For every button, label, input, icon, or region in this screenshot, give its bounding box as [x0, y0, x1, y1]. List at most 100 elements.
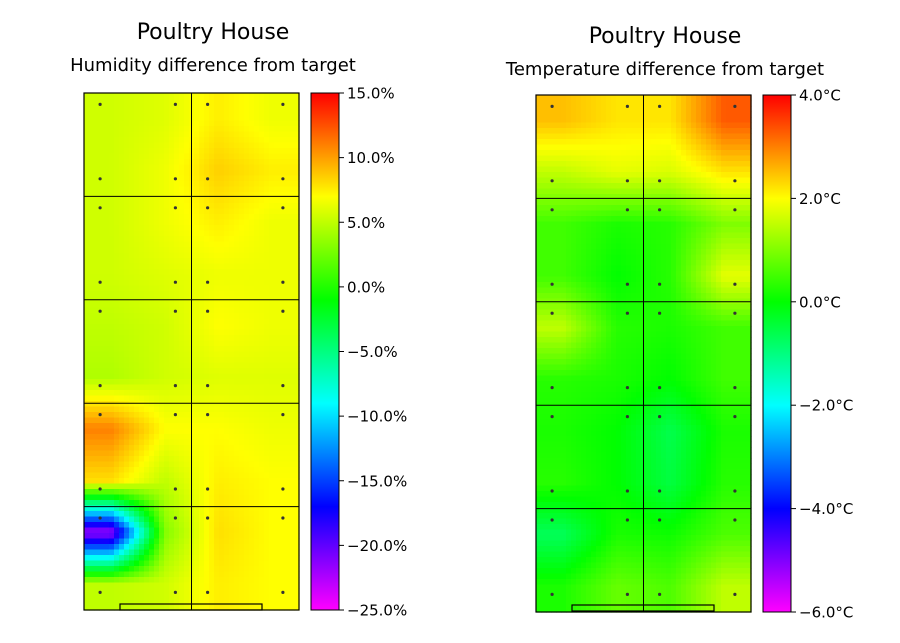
- humidity-heat-cell: [159, 153, 165, 160]
- humidity-heat-cell: [199, 285, 205, 292]
- humidity-heat-cell: [224, 555, 230, 562]
- humidity-heat-cell: [289, 324, 295, 331]
- humidity-heat-cell: [209, 280, 215, 287]
- humidity-heat-cell: [219, 126, 225, 133]
- humidity-heat-cell: [159, 137, 165, 144]
- temperature-heat-cell: [686, 133, 692, 140]
- humidity-heat-cell: [184, 406, 190, 413]
- temperature-heat-cell: [631, 111, 637, 118]
- humidity-heat-cell: [169, 219, 175, 226]
- temperature-heat-cell: [721, 172, 727, 179]
- temperature-heat-cell: [601, 133, 607, 140]
- humidity-heat-cell: [219, 307, 225, 314]
- humidity-heat-cell: [284, 423, 290, 430]
- humidity-heat-cell: [159, 241, 165, 248]
- temperature-heat-cell: [601, 111, 607, 118]
- humidity-heat-cell: [239, 472, 245, 479]
- humidity-heat-cell: [199, 164, 205, 171]
- temperature-heat-cell: [606, 161, 612, 168]
- humidity-heat-cell: [289, 593, 295, 600]
- humidity-heat-cell: [94, 274, 100, 281]
- temperature-heat-cell: [541, 172, 547, 179]
- humidity-heat-cell: [109, 230, 115, 237]
- humidity-heat-cell: [144, 214, 150, 221]
- humidity-heat-cell: [139, 258, 145, 265]
- temperature-heat-cell: [581, 122, 587, 129]
- humidity-heat-cell: [94, 434, 100, 441]
- temperature-heat-cell: [606, 150, 612, 157]
- humidity-heat-cell: [119, 351, 125, 358]
- humidity-heat-cell: [284, 335, 290, 342]
- humidity-heat-cell: [124, 500, 130, 507]
- humidity-heat-cell: [244, 208, 250, 215]
- humidity-heat-cell: [154, 472, 160, 479]
- humidity-heat-cell: [139, 373, 145, 380]
- humidity-heat-cell: [174, 373, 180, 380]
- humidity-heat-cell: [99, 560, 105, 567]
- temperature-heat-cell: [546, 183, 552, 190]
- humidity-sensor-point: [98, 487, 102, 491]
- humidity-heat-cell: [154, 263, 160, 270]
- humidity-heat-cell: [169, 159, 175, 166]
- humidity-heat-cell: [224, 98, 230, 105]
- temperature-heat-cell: [621, 194, 627, 201]
- humidity-heat-cell: [214, 208, 220, 215]
- temperature-heat-cell: [676, 100, 682, 107]
- humidity-heat-cell: [99, 126, 105, 133]
- humidity-heat-cell: [149, 566, 155, 573]
- temperature-heat-cell: [556, 128, 562, 135]
- temperature-heat-cell: [696, 133, 702, 140]
- temperature-heat-cell: [726, 139, 732, 146]
- temperature-heat-cell: [721, 166, 727, 173]
- humidity-heat-cell: [124, 269, 130, 276]
- humidity-heat-cell: [139, 159, 145, 166]
- humidity-heat-cell: [164, 555, 170, 562]
- humidity-heat-cell: [99, 104, 105, 111]
- humidity-heat-cell: [134, 258, 140, 265]
- humidity-heat-cell: [94, 335, 100, 342]
- humidity-heat-cell: [244, 192, 250, 199]
- humidity-heat-cell: [229, 566, 235, 573]
- humidity-heat-cell: [289, 274, 295, 281]
- temperature-heat-cell: [596, 144, 602, 151]
- humidity-heat-cell: [84, 390, 90, 397]
- humidity-heat-cell: [109, 549, 115, 556]
- temperature-heat-cell: [651, 95, 657, 102]
- humidity-heat-cell: [289, 335, 295, 342]
- temperature-heat-cell: [746, 133, 752, 140]
- humidity-heat-cell: [289, 241, 295, 248]
- humidity-heat-cell: [144, 208, 150, 215]
- temperature-heat-cell: [611, 199, 617, 206]
- humidity-heat-cell: [89, 175, 95, 182]
- humidity-heat-cell: [104, 478, 110, 485]
- humidity-heat-cell: [264, 109, 270, 116]
- humidity-heat-cell: [119, 390, 125, 397]
- temperature-heat-cell: [611, 95, 617, 102]
- humidity-heat-cell: [99, 483, 105, 490]
- humidity-heat-cell: [264, 423, 270, 430]
- humidity-heat-cell: [194, 93, 200, 100]
- humidity-heat-cell: [99, 186, 105, 193]
- humidity-heat-cell: [259, 120, 265, 127]
- humidity-heat-cell: [214, 109, 220, 116]
- humidity-heat-cell: [204, 500, 210, 507]
- temperature-heat-cell: [661, 106, 667, 113]
- temperature-heat-cell: [666, 188, 672, 195]
- humidity-heat-cell: [229, 126, 235, 133]
- humidity-heat-cell: [204, 126, 210, 133]
- humidity-heat-cell: [259, 214, 265, 221]
- humidity-heat-cell: [154, 329, 160, 336]
- humidity-heat-cell: [239, 566, 245, 573]
- humidity-heat-cell: [99, 577, 105, 584]
- temperature-heat-cell: [636, 199, 642, 206]
- humidity-heat-cell: [114, 109, 120, 116]
- humidity-heat-cell: [129, 538, 135, 545]
- temperature-heat-cell: [676, 117, 682, 124]
- humidity-heat-cell: [99, 500, 105, 507]
- humidity-heat-cell: [169, 263, 175, 270]
- humidity-heat-cell: [169, 247, 175, 254]
- humidity-heat-cell: [209, 511, 215, 518]
- temperature-heat-cell: [596, 172, 602, 179]
- humidity-heat-cell: [159, 126, 165, 133]
- humidity-heat-cell: [214, 472, 220, 479]
